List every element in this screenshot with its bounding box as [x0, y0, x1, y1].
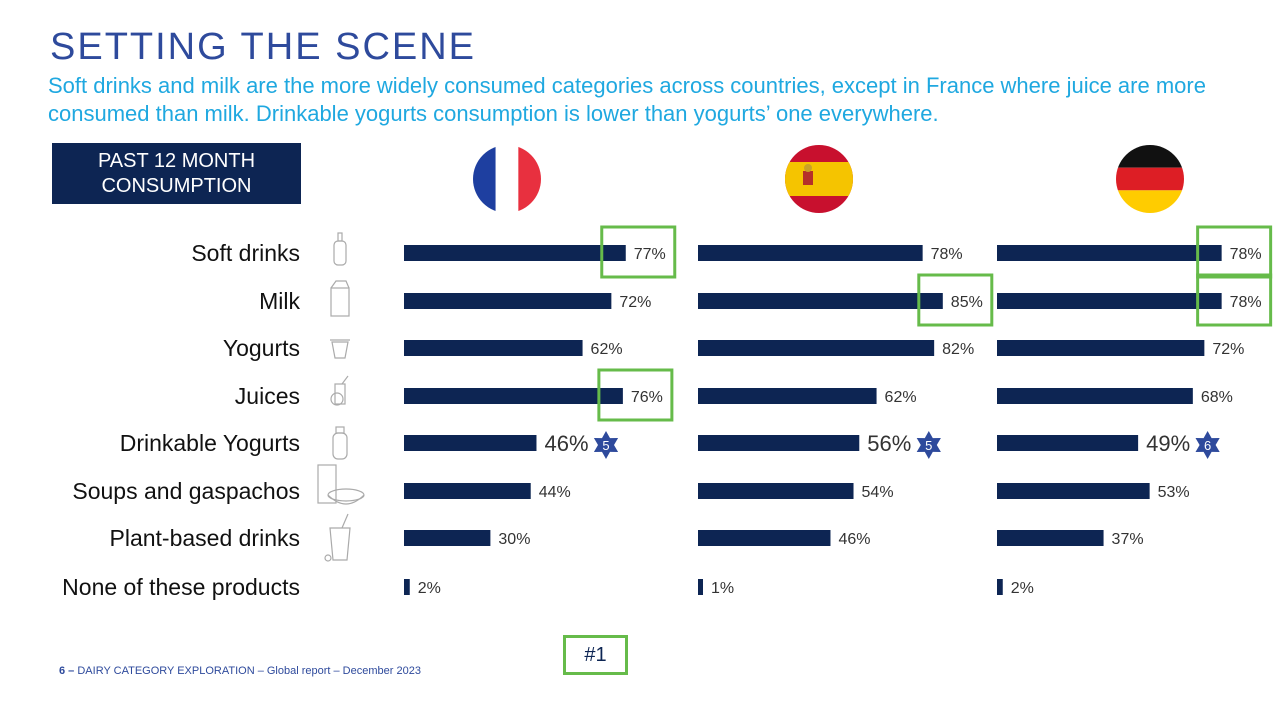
data-label: 72% [1212, 341, 1244, 358]
yogurt-cup-icon [330, 339, 350, 359]
category-label: None of these products [62, 574, 300, 600]
rank-number: 5 [602, 438, 609, 453]
bar [698, 388, 877, 404]
bar [997, 483, 1150, 499]
rank-star-icon [916, 431, 941, 459]
soup-icon [317, 464, 365, 505]
france-flag-icon [473, 145, 541, 213]
category-label: Milk [259, 288, 300, 314]
data-label: 78% [931, 246, 963, 263]
bar [404, 340, 583, 356]
data-label: 2% [1011, 580, 1034, 597]
data-label: 44% [539, 484, 571, 501]
consumption-badge: PAST 12 MONTH CONSUMPTION [52, 143, 301, 204]
juice-glass-icon [330, 375, 349, 406]
data-label: 46% [838, 531, 870, 548]
category-label: Plant-based drinks [110, 525, 301, 551]
plant-drink-icon [324, 513, 351, 562]
bar [404, 388, 623, 404]
highlight-box [600, 225, 677, 279]
rank-number: 6 [1204, 438, 1211, 453]
category-label: Soft drinks [191, 240, 300, 266]
data-label: 62% [591, 341, 623, 358]
data-label: 56% [867, 431, 911, 456]
bar [997, 435, 1139, 451]
bar [404, 245, 626, 261]
bar [997, 579, 1003, 595]
highlight-box [1196, 225, 1273, 279]
category-label: Drinkable Yogurts [120, 430, 300, 456]
bar [404, 483, 531, 499]
data-label: 85% [951, 294, 983, 311]
bar [997, 293, 1222, 309]
badge-line-1: PAST 12 MONTH [97, 149, 256, 172]
bar [404, 435, 537, 451]
data-label: 2% [418, 580, 441, 597]
data-label: 37% [1112, 531, 1144, 548]
bar [698, 579, 703, 595]
highlight-box [1196, 273, 1273, 327]
bar [997, 340, 1205, 356]
category-label: Yogurts [223, 335, 300, 361]
page-subtitle: Soft drinks and milk are the more widely… [48, 73, 1206, 126]
data-label: 54% [862, 484, 894, 501]
data-label: 62% [885, 389, 917, 406]
rank-star-icon [593, 431, 619, 459]
badge-line-2: CONSUMPTION [101, 174, 252, 197]
data-label: 30% [498, 531, 530, 548]
drinkable-yogurt-bottle-icon [332, 426, 348, 460]
spain-flag-icon [785, 145, 853, 213]
data-label: 82% [942, 341, 974, 358]
page-title: SETTING THE SCENE [50, 26, 477, 68]
bar [997, 530, 1104, 546]
bar [997, 388, 1193, 404]
data-label: 68% [1201, 389, 1233, 406]
bar [698, 435, 860, 451]
data-label: 1% [711, 580, 734, 597]
data-label: 78% [1230, 246, 1262, 263]
bar [698, 293, 943, 309]
category-label: Soups and gaspachos [72, 478, 300, 504]
bar [404, 293, 612, 309]
footer: 6 – DAIRY CATEGORY EXPLORATION – Global … [59, 665, 421, 677]
highlight-box [917, 273, 994, 327]
bar [404, 579, 410, 595]
data-label: 53% [1158, 484, 1190, 501]
highlight-box [597, 368, 674, 422]
rank-legend-box: #1 [563, 635, 628, 675]
bar [997, 245, 1222, 261]
rank-number: 5 [925, 438, 932, 453]
footer-text: DAIRY CATEGORY EXPLORATION – Global repo… [77, 665, 421, 677]
milk-carton-icon [330, 280, 350, 317]
data-label: 78% [1230, 294, 1262, 311]
rank-star-icon [1195, 431, 1220, 459]
bar [698, 245, 923, 261]
data-label: 49% [1146, 431, 1190, 456]
bar [698, 530, 831, 546]
data-label: 77% [634, 246, 666, 263]
bar [698, 340, 935, 356]
data-label: 46% [544, 431, 588, 456]
footer-page-number: 6 – [59, 665, 75, 677]
bar [698, 483, 854, 499]
data-label: 76% [631, 389, 663, 406]
data-label: 72% [619, 294, 651, 311]
germany-flag-icon [1116, 145, 1184, 213]
bar [404, 530, 491, 546]
bottle-icon [333, 232, 347, 266]
category-label: Juices [235, 383, 300, 409]
